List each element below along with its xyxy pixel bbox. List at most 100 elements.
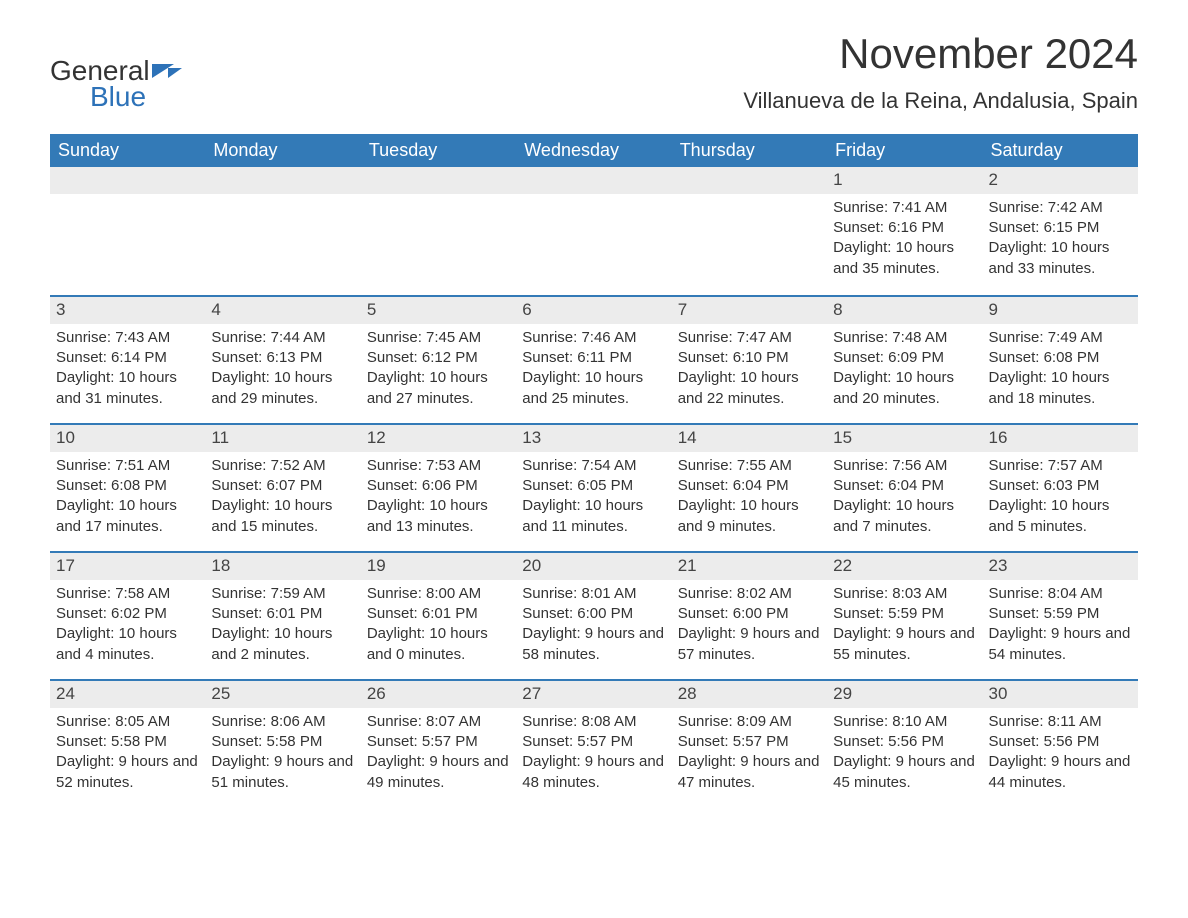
sunset-text: Sunset: 6:04 PM [678, 476, 821, 496]
sunrise-text: Sunrise: 8:03 AM [833, 584, 976, 604]
sunrise-text: Sunrise: 8:05 AM [56, 712, 199, 732]
day-cell: 2Sunrise: 7:42 AMSunset: 6:15 PMDaylight… [983, 167, 1138, 295]
month-title: November 2024 [743, 30, 1138, 78]
day-cell: 18Sunrise: 7:59 AMSunset: 6:01 PMDayligh… [205, 553, 360, 679]
logo: General Blue [50, 55, 182, 113]
day-cell [50, 167, 205, 295]
daylight-text: Daylight: 10 hours and 25 minutes. [522, 368, 665, 409]
day-cell: 30Sunrise: 8:11 AMSunset: 5:56 PMDayligh… [983, 681, 1138, 807]
day-body: Sunrise: 8:08 AMSunset: 5:57 PMDaylight:… [516, 708, 671, 803]
daylight-text: Daylight: 9 hours and 48 minutes. [522, 752, 665, 793]
day-body: Sunrise: 7:46 AMSunset: 6:11 PMDaylight:… [516, 324, 671, 419]
sunrise-text: Sunrise: 8:11 AM [989, 712, 1132, 732]
sunset-text: Sunset: 5:57 PM [678, 732, 821, 752]
day-cell: 4Sunrise: 7:44 AMSunset: 6:13 PMDaylight… [205, 297, 360, 423]
day-body: Sunrise: 7:59 AMSunset: 6:01 PMDaylight:… [205, 580, 360, 675]
day-body: Sunrise: 8:10 AMSunset: 5:56 PMDaylight:… [827, 708, 982, 803]
day-number: 23 [983, 553, 1138, 580]
day-body: Sunrise: 8:00 AMSunset: 6:01 PMDaylight:… [361, 580, 516, 675]
daylight-text: Daylight: 9 hours and 45 minutes. [833, 752, 976, 793]
sunrise-text: Sunrise: 8:07 AM [367, 712, 510, 732]
day-cell: 15Sunrise: 7:56 AMSunset: 6:04 PMDayligh… [827, 425, 982, 551]
day-cell [672, 167, 827, 295]
title-block: November 2024 Villanueva de la Reina, An… [743, 30, 1138, 114]
sunset-text: Sunset: 6:08 PM [989, 348, 1132, 368]
sunset-text: Sunset: 6:08 PM [56, 476, 199, 496]
page-header: General Blue November 2024 Villanueva de… [50, 30, 1138, 114]
sunrise-text: Sunrise: 8:08 AM [522, 712, 665, 732]
day-cell: 11Sunrise: 7:52 AMSunset: 6:07 PMDayligh… [205, 425, 360, 551]
sunrise-text: Sunrise: 7:45 AM [367, 328, 510, 348]
day-body: Sunrise: 7:55 AMSunset: 6:04 PMDaylight:… [672, 452, 827, 547]
sunrise-text: Sunrise: 7:43 AM [56, 328, 199, 348]
weekday-monday: Monday [205, 134, 360, 167]
day-number: 10 [50, 425, 205, 452]
day-number: 15 [827, 425, 982, 452]
day-cell: 16Sunrise: 7:57 AMSunset: 6:03 PMDayligh… [983, 425, 1138, 551]
daylight-text: Daylight: 10 hours and 13 minutes. [367, 496, 510, 537]
day-body: Sunrise: 8:05 AMSunset: 5:58 PMDaylight:… [50, 708, 205, 803]
day-number: 17 [50, 553, 205, 580]
day-cell: 7Sunrise: 7:47 AMSunset: 6:10 PMDaylight… [672, 297, 827, 423]
day-number: 9 [983, 297, 1138, 324]
day-body: Sunrise: 8:03 AMSunset: 5:59 PMDaylight:… [827, 580, 982, 675]
sunset-text: Sunset: 5:58 PM [211, 732, 354, 752]
day-cell: 8Sunrise: 7:48 AMSunset: 6:09 PMDaylight… [827, 297, 982, 423]
day-number: 8 [827, 297, 982, 324]
sunset-text: Sunset: 6:16 PM [833, 218, 976, 238]
day-body [205, 194, 360, 208]
sunrise-text: Sunrise: 7:54 AM [522, 456, 665, 476]
sunset-text: Sunset: 5:57 PM [367, 732, 510, 752]
day-body: Sunrise: 7:54 AMSunset: 6:05 PMDaylight:… [516, 452, 671, 547]
sunset-text: Sunset: 6:03 PM [989, 476, 1132, 496]
day-body: Sunrise: 7:41 AMSunset: 6:16 PMDaylight:… [827, 194, 982, 289]
sunset-text: Sunset: 6:04 PM [833, 476, 976, 496]
day-body [672, 194, 827, 208]
sunrise-text: Sunrise: 7:44 AM [211, 328, 354, 348]
sunset-text: Sunset: 6:11 PM [522, 348, 665, 368]
day-number: 30 [983, 681, 1138, 708]
daylight-text: Daylight: 10 hours and 4 minutes. [56, 624, 199, 665]
daylight-text: Daylight: 9 hours and 44 minutes. [989, 752, 1132, 793]
day-cell: 5Sunrise: 7:45 AMSunset: 6:12 PMDaylight… [361, 297, 516, 423]
day-body: Sunrise: 8:02 AMSunset: 6:00 PMDaylight:… [672, 580, 827, 675]
day-number: 24 [50, 681, 205, 708]
sunrise-text: Sunrise: 8:00 AM [367, 584, 510, 604]
day-number: 1 [827, 167, 982, 194]
week-row: 3Sunrise: 7:43 AMSunset: 6:14 PMDaylight… [50, 295, 1138, 423]
day-cell: 20Sunrise: 8:01 AMSunset: 6:00 PMDayligh… [516, 553, 671, 679]
sunset-text: Sunset: 5:59 PM [833, 604, 976, 624]
sunset-text: Sunset: 6:07 PM [211, 476, 354, 496]
sunrise-text: Sunrise: 7:56 AM [833, 456, 976, 476]
day-body: Sunrise: 8:01 AMSunset: 6:00 PMDaylight:… [516, 580, 671, 675]
day-body: Sunrise: 7:57 AMSunset: 6:03 PMDaylight:… [983, 452, 1138, 547]
daylight-text: Daylight: 9 hours and 57 minutes. [678, 624, 821, 665]
daylight-text: Daylight: 9 hours and 55 minutes. [833, 624, 976, 665]
daylight-text: Daylight: 10 hours and 15 minutes. [211, 496, 354, 537]
daylight-text: Daylight: 10 hours and 33 minutes. [989, 238, 1132, 279]
daylight-text: Daylight: 9 hours and 52 minutes. [56, 752, 199, 793]
day-body: Sunrise: 7:49 AMSunset: 6:08 PMDaylight:… [983, 324, 1138, 419]
daylight-text: Daylight: 9 hours and 58 minutes. [522, 624, 665, 665]
daylight-text: Daylight: 10 hours and 2 minutes. [211, 624, 354, 665]
day-number: 26 [361, 681, 516, 708]
day-number: 20 [516, 553, 671, 580]
day-cell: 22Sunrise: 8:03 AMSunset: 5:59 PMDayligh… [827, 553, 982, 679]
sunset-text: Sunset: 5:59 PM [989, 604, 1132, 624]
daylight-text: Daylight: 9 hours and 47 minutes. [678, 752, 821, 793]
day-cell: 3Sunrise: 7:43 AMSunset: 6:14 PMDaylight… [50, 297, 205, 423]
day-number: 7 [672, 297, 827, 324]
daylight-text: Daylight: 9 hours and 51 minutes. [211, 752, 354, 793]
day-body: Sunrise: 8:06 AMSunset: 5:58 PMDaylight:… [205, 708, 360, 803]
sunset-text: Sunset: 5:57 PM [522, 732, 665, 752]
sunset-text: Sunset: 6:00 PM [522, 604, 665, 624]
day-cell: 21Sunrise: 8:02 AMSunset: 6:00 PMDayligh… [672, 553, 827, 679]
week-row: 24Sunrise: 8:05 AMSunset: 5:58 PMDayligh… [50, 679, 1138, 807]
day-cell: 13Sunrise: 7:54 AMSunset: 6:05 PMDayligh… [516, 425, 671, 551]
day-body [361, 194, 516, 208]
day-body: Sunrise: 7:56 AMSunset: 6:04 PMDaylight:… [827, 452, 982, 547]
day-body: Sunrise: 8:09 AMSunset: 5:57 PMDaylight:… [672, 708, 827, 803]
week-row: 10Sunrise: 7:51 AMSunset: 6:08 PMDayligh… [50, 423, 1138, 551]
sunrise-text: Sunrise: 7:42 AM [989, 198, 1132, 218]
calendar: Sunday Monday Tuesday Wednesday Thursday… [50, 134, 1138, 807]
